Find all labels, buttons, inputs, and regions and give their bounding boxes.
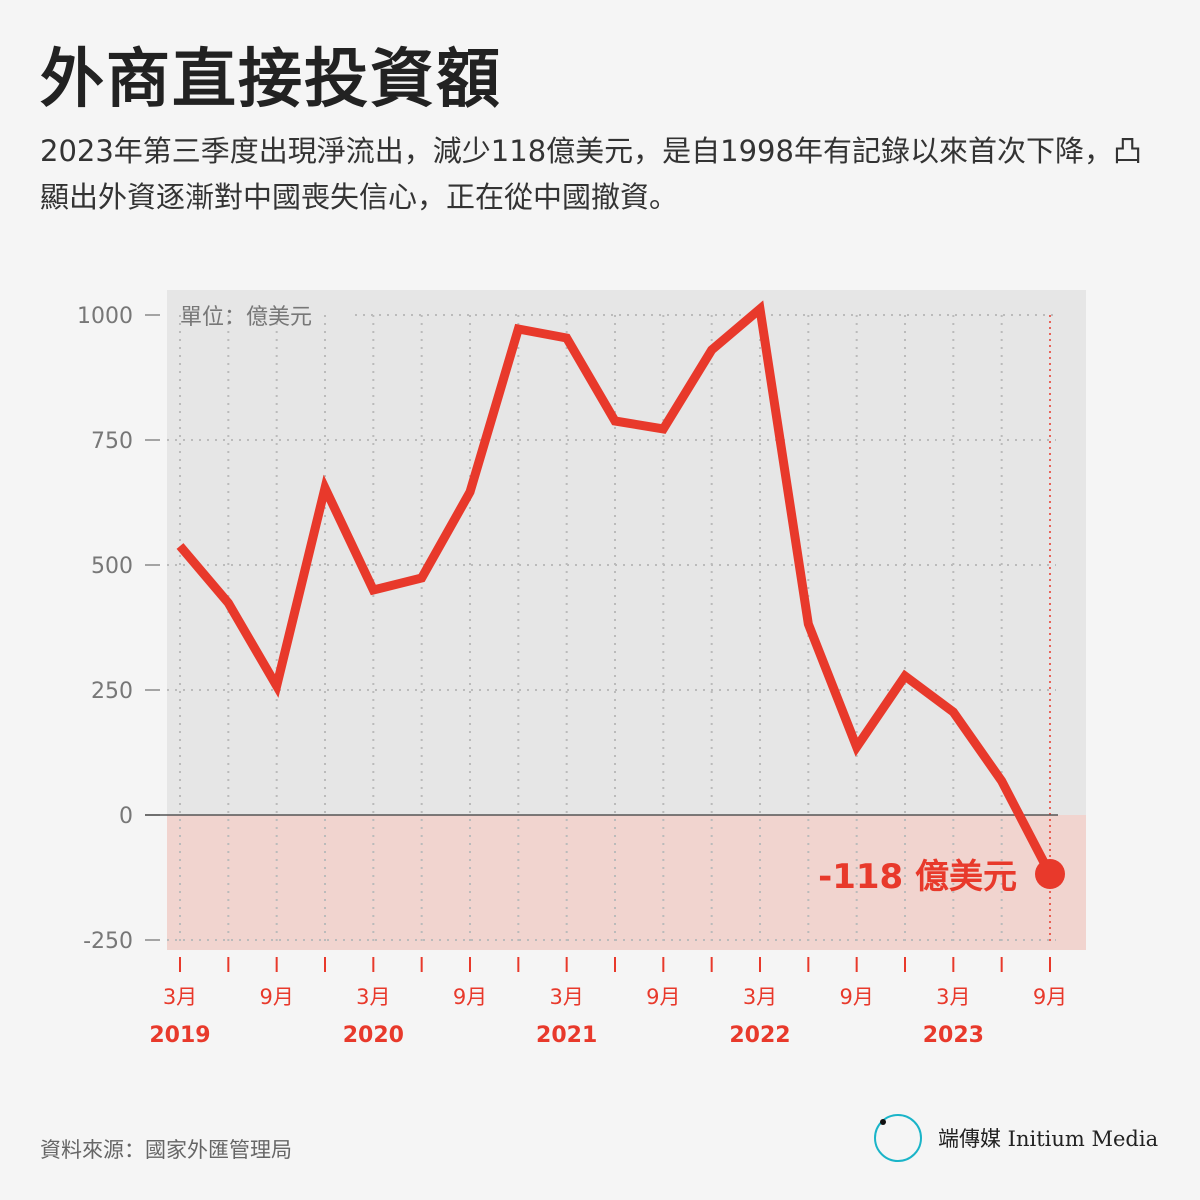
page-title: 外商直接投資額 bbox=[40, 43, 502, 117]
y-tick-label: 750 bbox=[91, 429, 133, 454]
x-year-label: 2023 bbox=[923, 1023, 984, 1048]
y-tick-label: 0 bbox=[119, 804, 133, 829]
x-month-label: 9月 bbox=[839, 985, 873, 1009]
data-point bbox=[1035, 859, 1065, 889]
x-month-label: 9月 bbox=[259, 985, 293, 1009]
y-tick-label: 500 bbox=[91, 554, 133, 579]
x-year-label: 2021 bbox=[536, 1023, 597, 1048]
x-year-label: 2020 bbox=[343, 1023, 404, 1048]
x-month-label: 3月 bbox=[163, 985, 197, 1009]
y-tick-label: 1000 bbox=[77, 304, 133, 329]
x-month-label: 9月 bbox=[646, 985, 680, 1009]
x-month-label: 9月 bbox=[453, 985, 487, 1009]
x-month-label: 3月 bbox=[549, 985, 583, 1009]
source-note: 資料來源：國家外匯管理局 bbox=[40, 1138, 292, 1162]
logo-mark-icon bbox=[874, 1114, 922, 1162]
value-annotation: -118 億美元 bbox=[818, 857, 1017, 897]
x-year-label: 2022 bbox=[729, 1023, 790, 1048]
x-year-label: 2019 bbox=[149, 1023, 210, 1048]
plot-background bbox=[167, 290, 1086, 815]
x-month-label: 3月 bbox=[936, 985, 970, 1009]
y-tick-label: -250 bbox=[83, 929, 133, 954]
unit-label: 單位：億美元 bbox=[180, 305, 312, 330]
x-month-label: 9月 bbox=[1033, 985, 1067, 1009]
x-month-label: 3月 bbox=[356, 985, 390, 1009]
y-tick-label: 250 bbox=[91, 679, 133, 704]
logo-text: 端傳媒 Initium Media bbox=[938, 1127, 1159, 1151]
negative-region bbox=[167, 815, 1086, 950]
subtitle: 2023年第三季度出現淨流出，減少118億美元，是自1998年有記錄以來首次下降… bbox=[40, 134, 1142, 214]
initium-logo: 端傳媒 Initium Media bbox=[874, 1114, 1158, 1162]
x-month-label: 3月 bbox=[743, 985, 777, 1009]
